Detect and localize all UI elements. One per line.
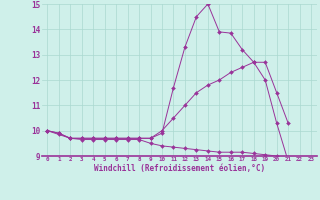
X-axis label: Windchill (Refroidissement éolien,°C): Windchill (Refroidissement éolien,°C) <box>94 164 265 173</box>
